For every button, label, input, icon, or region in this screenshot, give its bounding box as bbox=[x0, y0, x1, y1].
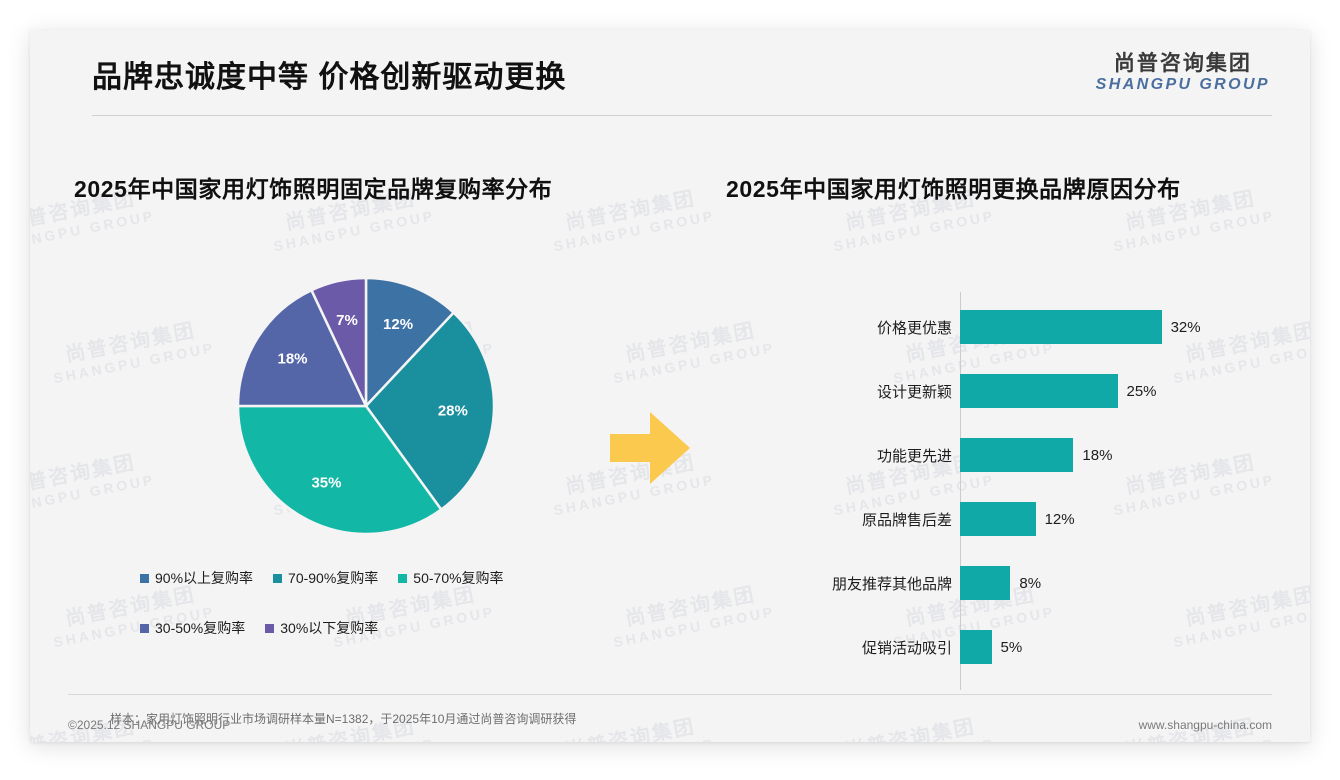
legend-item[interactable]: 90%以上复购率 bbox=[140, 568, 253, 588]
legend-item[interactable]: 50-70%复购率 bbox=[398, 568, 504, 588]
sample-footnote: 样本：家用灯饰照明行业市场调研样本量N=1382，于2025年10月通过尚普咨询… bbox=[110, 712, 577, 726]
footer-divider bbox=[68, 694, 1272, 695]
bar-row: 功能更先进 18% bbox=[730, 438, 1290, 472]
bar-row: 原品牌售后差 12% bbox=[730, 502, 1290, 536]
bar-row: 设计更新颖 25% bbox=[730, 374, 1290, 408]
repurchase-rate-pie-chart: 12% 28% 35% 18% 7% bbox=[216, 276, 516, 536]
bar-value-label: 32% bbox=[1170, 318, 1201, 336]
logo-chinese-text: 尚普咨询集团 bbox=[1113, 52, 1252, 75]
brand-logo: 尚普咨询集团 SHANGPU GROUP bbox=[1096, 52, 1270, 93]
bar-track: 32% bbox=[960, 310, 1290, 344]
bar-value-label: 5% bbox=[1000, 638, 1023, 656]
bar-track: 5% bbox=[960, 630, 1290, 664]
bar-fill[interactable] bbox=[960, 630, 992, 664]
right-chart-title: 2025年中国家用灯饰照明更换品牌原因分布 bbox=[726, 176, 1181, 202]
legend-swatch-icon bbox=[140, 623, 149, 633]
bar-track: 12% bbox=[960, 502, 1290, 536]
bar-category-label: 设计更新颖 bbox=[876, 383, 952, 401]
header-divider bbox=[92, 115, 1272, 116]
bar-category-label: 促销活动吸引 bbox=[861, 639, 952, 657]
slide-header: 品牌忠诚度中等 价格创新驱动更换 尚普咨询集团 SHANGPU GROUP bbox=[30, 30, 1310, 112]
pie-slice bbox=[309, 276, 368, 407]
legend-item-label: 50-70%复购率 bbox=[413, 570, 504, 586]
legend-item-label: 30-50%复购率 bbox=[155, 620, 246, 636]
bar-fill[interactable] bbox=[960, 438, 1074, 472]
slide-card: 尚普咨询集团 SHANGPU GROUP 尚普咨询集团 SHANGPU GROUP 尚普… bbox=[30, 30, 1310, 742]
footer-copyright: ©2025.12 SHANGPU GROUP bbox=[68, 718, 231, 732]
page-title: 品牌忠诚度中等 价格创新驱动更换 bbox=[92, 61, 567, 94]
legend-item-label: 70-90%复购率 bbox=[288, 570, 379, 586]
legend-swatch-icon bbox=[265, 623, 275, 633]
legend-swatch-icon bbox=[398, 573, 408, 583]
legend-swatch-icon bbox=[140, 573, 149, 583]
legend-item-label: 30%以下复购率 bbox=[280, 620, 379, 636]
bar-track: 18% bbox=[960, 438, 1290, 472]
legend-item[interactable]: 30%以下复购率 bbox=[265, 618, 378, 638]
legend-row-1: 90%以上复购率 70-90%复购率 50-70%复购率 bbox=[140, 568, 610, 588]
pie-slice bbox=[236, 288, 368, 408]
pie-slice-label: 28% bbox=[438, 402, 468, 419]
pie-slice bbox=[236, 404, 443, 536]
pie-svg: 12% 28% 35% 18% 7% bbox=[236, 276, 496, 536]
legend-swatch-icon bbox=[273, 573, 283, 583]
pie-slice bbox=[364, 276, 456, 410]
right-arrow-icon bbox=[610, 412, 690, 484]
bar-track: 25% bbox=[960, 374, 1290, 408]
slide-footer: ©2025.12 SHANGPU GROUP www.shangpu-china… bbox=[30, 718, 1310, 742]
bar-track: 8% bbox=[960, 566, 1290, 600]
bar-fill[interactable] bbox=[960, 566, 1011, 600]
bar-value-label: 8% bbox=[1019, 574, 1042, 592]
bar-value-label: 12% bbox=[1044, 510, 1075, 528]
bar-category-label: 朋友推荐其他品牌 bbox=[831, 575, 952, 593]
pie-slice-label: 18% bbox=[277, 350, 307, 367]
left-chart-title: 2025年中国家用灯饰照明固定品牌复购率分布 bbox=[74, 176, 553, 202]
bar-row: 朋友推荐其他品牌 8% bbox=[730, 566, 1290, 600]
bar-chart-axis-line bbox=[960, 292, 961, 690]
pie-slice bbox=[364, 310, 496, 512]
bar-value-label: 18% bbox=[1082, 446, 1113, 464]
bar-category-label: 功能更先进 bbox=[876, 447, 952, 465]
bar-fill[interactable] bbox=[960, 374, 1118, 408]
legend-item[interactable]: 70-90%复购率 bbox=[273, 568, 378, 588]
flow-arrow bbox=[604, 402, 696, 499]
switch-reason-bar-chart: 价格更优惠 32% 设计更新颖 25% 功能更先进 18% 原品牌售后差 12% 朋友推荐其他品… bbox=[730, 292, 1290, 690]
bar-fill[interactable] bbox=[960, 310, 1162, 344]
pie-slice-label: 7% bbox=[336, 312, 358, 329]
bar-category-label: 价格更优惠 bbox=[876, 319, 952, 337]
bar-category-label: 原品牌售后差 bbox=[861, 511, 952, 529]
logo-english-text: SHANGPU GROUP bbox=[1095, 75, 1270, 93]
legend-item-label: 90%以上复购率 bbox=[155, 570, 254, 586]
legend-row-2: 30-50%复购率 30%以下复购率 bbox=[140, 618, 610, 638]
legend-item[interactable]: 30-50%复购率 bbox=[140, 618, 245, 638]
pie-legend: 90%以上复购率 70-90%复购率 50-70%复购率 30-50%复购率 30%以… bbox=[140, 568, 610, 638]
pie-slice-label: 35% bbox=[311, 475, 341, 492]
bar-row: 促销活动吸引 5% bbox=[730, 630, 1290, 664]
bar-row: 价格更优惠 32% bbox=[730, 310, 1290, 344]
bar-value-label: 25% bbox=[1126, 382, 1157, 400]
bar-fill[interactable] bbox=[960, 502, 1036, 536]
footer-website: www.shangpu-china.com bbox=[1138, 718, 1272, 732]
pie-slice-label: 12% bbox=[383, 316, 413, 333]
